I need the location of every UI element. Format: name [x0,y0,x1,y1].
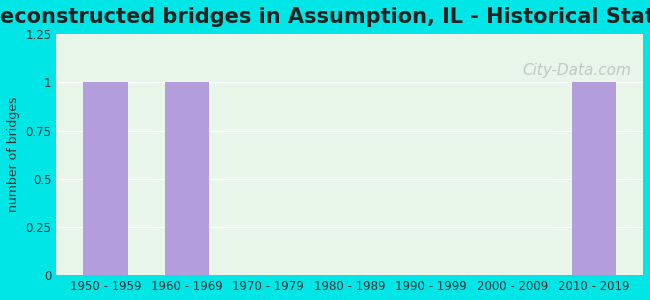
Bar [571,82,616,275]
Bar [164,82,209,275]
Text: City-Data.com: City-Data.com [523,63,631,78]
Title: Reconstructed bridges in Assumption, IL - Historical Statistics: Reconstructed bridges in Assumption, IL … [0,7,650,27]
Y-axis label: number of bridges: number of bridges [7,97,20,212]
Bar [83,82,128,275]
